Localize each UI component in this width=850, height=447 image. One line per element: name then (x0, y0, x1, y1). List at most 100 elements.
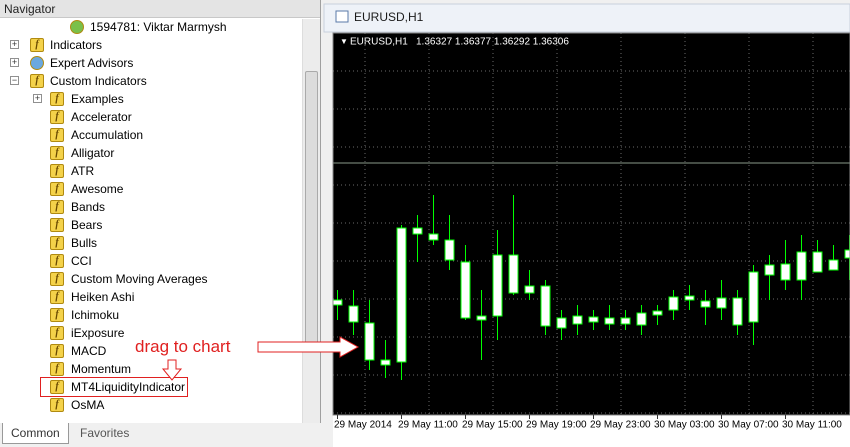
tree-item[interactable]: Heiken Ashi (71, 290, 135, 304)
plot-border (332, 32, 850, 416)
candle-body (396, 227, 407, 363)
candle-body (540, 285, 551, 327)
expander[interactable]: − (10, 75, 19, 85)
x-tick-label: 29 May 2014 (334, 420, 392, 431)
candle-body (700, 300, 711, 308)
tree-icon: f (50, 236, 64, 250)
navigator-tabs: Common Favorites (0, 423, 320, 447)
tree-icon: f (50, 272, 64, 286)
tree-item[interactable]: Accumulation (71, 128, 144, 142)
candle-body (796, 251, 807, 281)
tree-item[interactable]: iExposure (71, 326, 125, 340)
candle-body (636, 312, 647, 326)
expander[interactable]: + (10, 39, 19, 49)
tree-icon: f (50, 218, 64, 232)
x-axis-area (333, 415, 850, 447)
scrollbar[interactable] (302, 19, 320, 423)
tree-item[interactable]: Momentum (71, 362, 132, 376)
window-icon (335, 10, 349, 23)
candle-body (604, 317, 615, 325)
tree-item[interactable]: Ichimoku (71, 308, 120, 322)
candle-body (716, 297, 727, 309)
plot-area (333, 33, 850, 415)
tree-item[interactable]: Bulls (71, 236, 98, 250)
tree-icon: f (50, 200, 64, 214)
tab[interactable]: Favorites (80, 426, 130, 440)
tree-item[interactable]: Bands (71, 200, 106, 214)
candle-body (348, 305, 359, 323)
tree-icon: f (50, 92, 64, 106)
candle-body (524, 285, 535, 294)
candle-body (828, 259, 839, 271)
scroll-thumb[interactable] (305, 71, 318, 351)
candle-body (460, 261, 471, 319)
navigator-panel: Navigator 1594781: Viktar Marmysh + f Indic… (0, 0, 321, 423)
x-tick-label: 29 May 15:00 (462, 420, 523, 431)
tree-icon: f (50, 398, 64, 412)
tree-item[interactable]: CCI (71, 254, 92, 268)
candle-body (380, 359, 391, 366)
tab[interactable]: Common (2, 423, 69, 444)
tree-icon: f (50, 110, 64, 124)
tree-icon: f (50, 146, 64, 160)
candle-body (812, 251, 823, 273)
candle-body (588, 316, 599, 323)
tree-icon: f (50, 308, 64, 322)
tree-icon: f (50, 290, 64, 304)
tree-item[interactable]: Awesome (71, 182, 124, 196)
tree-item[interactable]: MT4LiquidityIndicator (71, 380, 186, 394)
tree-item[interactable]: 1594781: Viktar Marmysh (90, 20, 227, 34)
candle-body (652, 310, 663, 316)
tree-item[interactable]: OsMA (71, 398, 105, 412)
tree-item[interactable]: ATR (71, 164, 95, 178)
tree-item[interactable]: Accelerator (71, 110, 132, 124)
tree-item[interactable]: MACD (71, 344, 107, 358)
candle-body (844, 249, 850, 259)
x-tick-label: 29 May 11:00 (398, 420, 458, 431)
candle-body (492, 254, 503, 317)
tree-icon: f (50, 380, 64, 394)
expander[interactable]: + (33, 93, 42, 103)
candle-body (508, 254, 519, 294)
candle-body (364, 322, 375, 361)
tree-icon: f (50, 362, 64, 376)
navigator-title: Navigator (0, 0, 320, 18)
candle-body (428, 233, 439, 241)
tree-icon (30, 56, 44, 70)
candle-body (668, 296, 679, 311)
x-tick-label: 30 May 07:00 (718, 420, 779, 431)
tree-item[interactable]: Custom Indicators (50, 74, 147, 88)
tree-item[interactable]: Indicators (50, 38, 103, 52)
candle-body (620, 317, 631, 325)
tree-icon: f (30, 38, 44, 52)
tree-icon (70, 20, 84, 34)
header-marker: ▼ (340, 37, 348, 46)
tree-icon: f (50, 344, 64, 358)
ohlc-header: 1.36327 1.36377 1.36292 1.36306 (416, 37, 569, 48)
tree-icon: f (30, 74, 44, 88)
annotation: drag to chart (135, 337, 231, 356)
tree-icon: f (50, 326, 64, 340)
expander[interactable]: + (10, 57, 19, 67)
tree-icon: f (50, 164, 64, 178)
tree-item[interactable]: Alligator (71, 146, 115, 160)
x-tick-label: 29 May 23:00 (590, 420, 651, 431)
tree-icon: f (50, 254, 64, 268)
candle-body (332, 299, 343, 306)
tree-item[interactable]: Custom Moving Averages (71, 272, 208, 286)
x-tick-label: 29 May 19:00 (526, 420, 587, 431)
x-tick-label: 30 May 03:00 (654, 420, 715, 431)
candle-body (572, 315, 583, 325)
tree-item[interactable]: Expert Advisors (50, 56, 134, 70)
tree-item[interactable]: Bears (71, 218, 103, 232)
candle-body (444, 239, 455, 261)
tree-item[interactable]: Examples (71, 92, 124, 106)
chart-window: EURUSD,H1 ▼ EURUSD,H1 1.36327 1.36377 1.… (322, 0, 850, 447)
chart-symbol: EURUSD,H1 (350, 37, 408, 48)
candle-body (764, 264, 775, 276)
candle-body (476, 315, 487, 321)
highlight-box (40, 377, 188, 397)
x-tick-label: 30 May 11:00 (782, 420, 842, 431)
candle-body (684, 295, 695, 301)
window-titlebar (323, 3, 850, 33)
